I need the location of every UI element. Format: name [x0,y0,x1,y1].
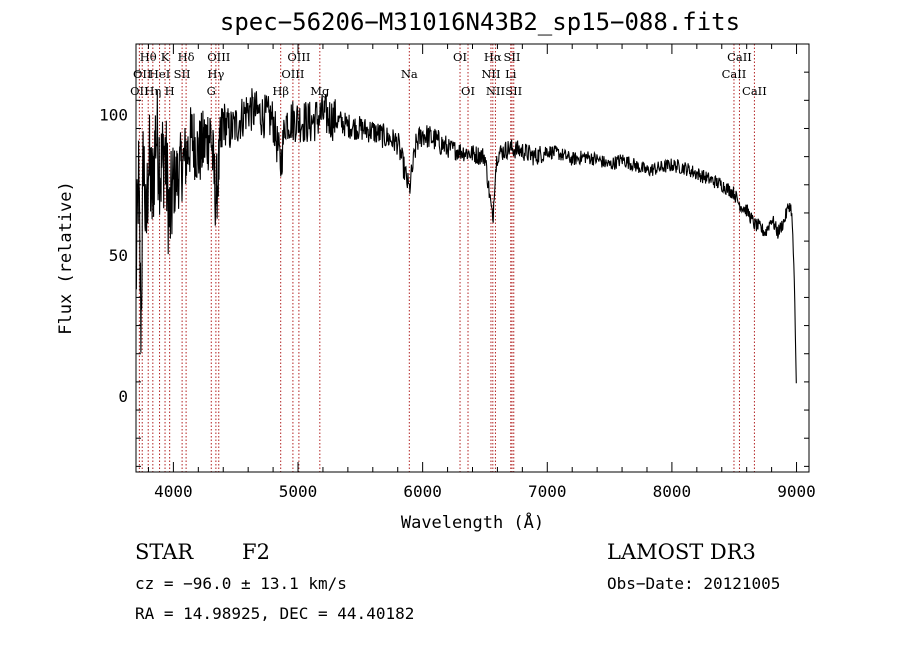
axis-ticks [136,43,809,472]
emission-line-label: CaII [727,50,752,64]
plot-frame [135,43,810,473]
x-tick-label: 8000 [653,482,692,501]
emission-line-label: OI [461,84,475,98]
emission-line-label: Hγ [207,67,224,81]
emission-line-label: Hθ [140,50,157,64]
emission-line-label: OII [133,67,152,81]
emission-line-label: Hδ [178,50,195,64]
obs-date: Obs−Date: 20121005 [607,574,781,593]
emission-line-label: K [161,50,170,64]
emission-line-label: NII [486,84,505,98]
emission-line-label: CaII [742,84,767,98]
axis-tick-labels: 4000 5000 6000 7000 8000 9000 0 50 100 [99,105,816,501]
survey-name: LAMOST DR3 [607,540,756,564]
emission-line-label: Na [401,67,418,81]
x-tick-label: 9000 [777,482,816,501]
emission-line-labels: OII OII Hθ Hη HeI K H SII Hδ G Hγ OIII Hβ OIII OIII Mg N… [130,50,767,98]
x-tick-label: 7000 [528,482,567,501]
emission-line-label: SII [174,67,191,81]
y-axis-title: Flux (relative) [56,181,76,335]
chart-title: spec−56206−M31016N43B2_sp15−088.fits [219,8,741,36]
object-subclass: F2 [242,540,270,564]
x-tick-label: 4000 [154,482,193,501]
emission-line-label: Hα [484,50,502,64]
emission-line-label: Li [505,67,517,81]
emission-line-markers [138,44,755,472]
spectrum-line [135,88,797,384]
coordinates: RA = 14.98925, DEC = 44.40182 [135,604,415,623]
x-tick-label: 5000 [279,482,318,501]
emission-line-label: CaII [722,67,747,81]
y-tick-label: 100 [99,105,128,124]
emission-line-label: OIII [281,67,304,81]
emission-line-label: SII [504,50,521,64]
velocity-readout: cz = −96.0 ± 13.1 km/s [135,574,347,593]
emission-line-label: Mg [310,84,330,98]
emission-line-label: OII [130,84,149,98]
emission-line-label: NII [481,67,500,81]
y-tick-label: 0 [118,387,128,406]
x-axis-title: Wavelength (Å) [401,511,544,533]
emission-line-label: H [165,84,175,98]
emission-line-label: Hβ [272,84,289,98]
emission-line-label: OI [453,50,467,64]
x-tick-label: 6000 [403,482,442,501]
emission-line-label: Hη [144,84,161,98]
emission-line-label: HeI [149,67,170,81]
object-class: STAR [135,540,194,564]
emission-line-label: OIII [207,50,230,64]
y-tick-label: 50 [109,246,128,265]
emission-line-label: OIII [287,50,310,64]
emission-line-label: G [207,84,216,98]
emission-line-label: SII [505,84,522,98]
